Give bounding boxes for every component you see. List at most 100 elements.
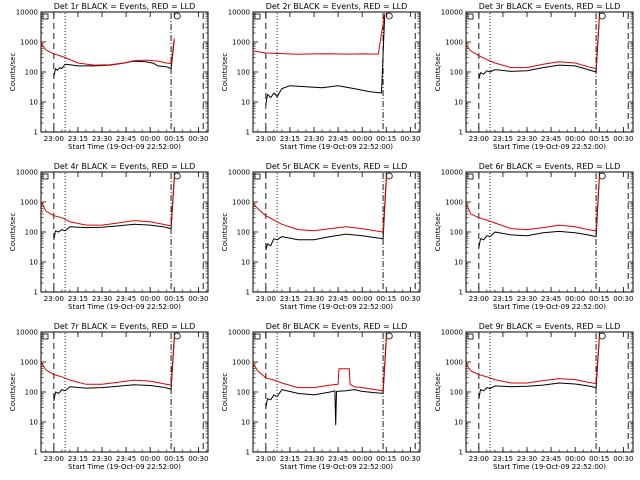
y-tick-label: 1000	[232, 199, 250, 207]
plot-frame	[252, 171, 421, 293]
series-line-lld	[40, 336, 175, 386]
y-tick-label: 10	[454, 419, 463, 427]
y-tick-label: 100	[450, 229, 463, 237]
x-tick-label: 23:30	[304, 295, 324, 303]
y-tick-label: 10	[29, 259, 38, 267]
square-marker-icon	[254, 173, 261, 180]
panel-det-4r: Det 4r BLACK = Events, RED = LLD 1 10 100 10…	[9, 162, 209, 311]
x-tick-label: 23:45	[116, 135, 136, 143]
y-axis-label: Counts/sec	[9, 53, 17, 92]
y-tick-label: 10	[241, 419, 250, 427]
y-tick-label: 1	[34, 289, 38, 297]
circle-marker-icon	[173, 332, 181, 340]
y-axis-label: Counts/sec	[9, 373, 17, 412]
x-tick-label: 23:45	[328, 455, 348, 463]
y-tick-label: 1000	[20, 359, 38, 367]
y-tick-label: 1	[246, 129, 250, 137]
x-axis-label: Start Time (19-Oct-09 22:52:00)	[280, 143, 393, 151]
x-tick-label: 00:15	[164, 295, 184, 303]
series-line-events	[265, 338, 387, 426]
y-tick-label: 1	[459, 449, 463, 457]
x-axis-label: Start Time (19-Oct-09 22:52:00)	[493, 303, 606, 311]
x-tick-label: 00:30	[613, 295, 633, 303]
y-tick-label: 10000	[228, 169, 250, 177]
panel-title: Det 4r BLACK = Events, RED = LLD	[54, 162, 196, 171]
series-line-lld	[465, 16, 600, 70]
x-tick-label: 23:00	[469, 455, 489, 463]
panel-det-3r: Det 3r BLACK = Events, RED = LLD 1 10 100 10…	[434, 2, 634, 151]
y-tick-label: 1000	[232, 359, 250, 367]
y-tick-label: 100	[237, 389, 250, 397]
y-axis-label: Counts/sec	[221, 53, 229, 92]
x-tick-label: 23:30	[92, 455, 112, 463]
y-tick-label: 1000	[20, 39, 38, 47]
x-tick-label: 00:00	[565, 455, 585, 463]
x-axis-label: Start Time (19-Oct-09 22:52:00)	[68, 463, 181, 471]
plot-frame	[252, 11, 421, 133]
panel-title: Det 2r BLACK = Events, RED = LLD	[266, 2, 408, 11]
panel-title: Det 9r BLACK = Events, RED = LLD	[479, 322, 621, 331]
x-tick-label: 00:30	[400, 455, 420, 463]
x-axis-label: Start Time (19-Oct-09 22:52:00)	[68, 303, 181, 311]
panel-title: Det 3r BLACK = Events, RED = LLD	[479, 2, 621, 11]
y-axis-label: Counts/sec	[221, 373, 229, 412]
square-marker-icon	[42, 13, 49, 20]
square-marker-icon	[467, 333, 474, 340]
x-tick-label: 23:45	[541, 295, 561, 303]
circle-marker-icon	[385, 332, 393, 340]
series-line-events	[478, 18, 600, 79]
panel-title: Det 1r BLACK = Events, RED = LLD	[54, 2, 196, 11]
series-line-events	[478, 338, 600, 399]
y-tick-label: 1000	[445, 39, 463, 47]
x-tick-label: 00:15	[376, 455, 396, 463]
x-tick-label: 23:00	[256, 295, 276, 303]
x-tick-label: 00:15	[164, 135, 184, 143]
circle-marker-icon	[173, 12, 181, 20]
x-tick-label: 00:30	[188, 455, 208, 463]
y-tick-label: 10000	[16, 9, 38, 17]
y-tick-label: 100	[237, 69, 250, 77]
square-marker-icon	[254, 333, 261, 340]
x-tick-label: 23:15	[493, 295, 513, 303]
x-tick-label: 00:15	[589, 455, 609, 463]
x-tick-label: 23:30	[517, 295, 537, 303]
x-tick-label: 00:00	[140, 135, 160, 143]
y-tick-label: 100	[25, 389, 38, 397]
x-tick-label: 23:00	[44, 135, 64, 143]
series-line-events	[53, 39, 175, 77]
x-tick-label: 00:30	[613, 135, 633, 143]
x-tick-label: 23:30	[92, 295, 112, 303]
y-tick-label: 10000	[16, 329, 38, 337]
series-line-lld	[252, 176, 387, 233]
panel-det-7r: Det 7r BLACK = Events, RED = LLD 1 10 100 10…	[9, 322, 209, 471]
y-tick-label: 100	[237, 229, 250, 237]
series-line-lld	[40, 176, 175, 227]
y-tick-label: 10	[29, 419, 38, 427]
x-tick-label: 00:15	[376, 295, 396, 303]
series-line-events	[265, 178, 387, 251]
y-tick-label: 10000	[228, 9, 250, 17]
x-tick-label: 23:15	[280, 295, 300, 303]
plot-frame	[465, 331, 634, 453]
y-tick-label: 1000	[232, 39, 250, 47]
plot-frame	[40, 331, 209, 453]
x-tick-label: 23:15	[493, 135, 513, 143]
square-marker-icon	[254, 13, 261, 20]
panel-title: Det 7r BLACK = Events, RED = LLD	[54, 322, 196, 331]
panel-det-5r: Det 5r BLACK = Events, RED = LLD 1 10 100 10…	[221, 162, 421, 311]
x-tick-label: 23:00	[469, 295, 489, 303]
plot-frame	[40, 171, 209, 293]
series-line-lld	[252, 13, 386, 55]
x-tick-label: 23:30	[304, 455, 324, 463]
x-tick-label: 23:45	[116, 295, 136, 303]
x-tick-label: 00:00	[565, 295, 585, 303]
square-marker-icon	[42, 333, 49, 340]
x-axis-label: Start Time (19-Oct-09 22:52:00)	[280, 303, 393, 311]
y-axis-label: Counts/sec	[434, 213, 442, 252]
x-tick-label: 00:30	[188, 295, 208, 303]
y-tick-label: 1000	[445, 359, 463, 367]
series-line-lld	[40, 38, 175, 66]
panel-title: Det 5r BLACK = Events, RED = LLD	[266, 162, 408, 171]
x-tick-label: 00:15	[376, 135, 396, 143]
panel-det-1r: Det 1r BLACK = Events, RED = LLD 1 10 100 10…	[9, 2, 209, 151]
